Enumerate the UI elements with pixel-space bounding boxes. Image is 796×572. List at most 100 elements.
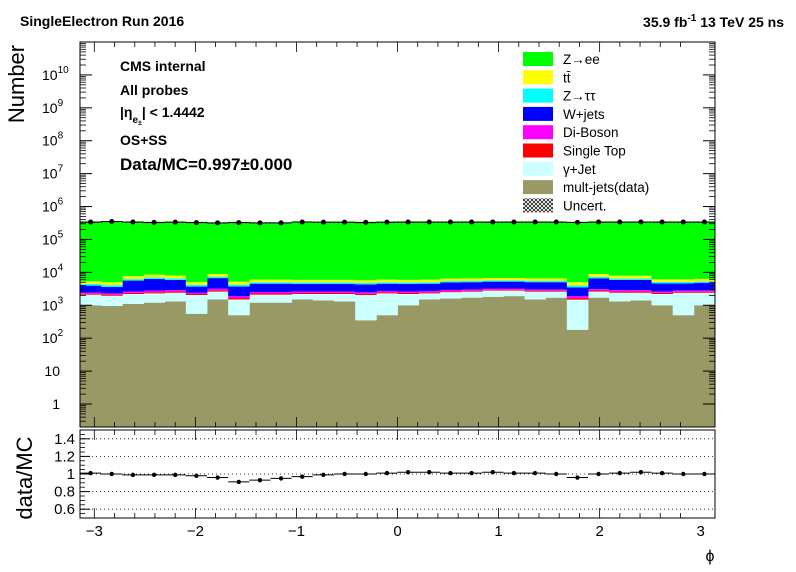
- data-point-28: [680, 219, 686, 225]
- bar-ttbar-27: [651, 279, 674, 282]
- bar-gammajet-8: [249, 294, 271, 303]
- bar-multijet-9: [270, 302, 293, 427]
- y-tick-base: 10: [42, 166, 58, 182]
- data-point-10: [299, 219, 305, 225]
- bar-ttbar-3: [143, 274, 166, 278]
- bar-singletop-17: [439, 291, 462, 293]
- bar-diboson-1: [101, 293, 123, 295]
- ratio-point-20: [511, 470, 517, 476]
- bar-singletop-18: [461, 290, 483, 292]
- ratio-point-12: [342, 471, 347, 477]
- legend-swatch-diboson: [523, 125, 553, 140]
- y-tick-exponent: 7: [58, 164, 64, 175]
- data-point-7: [236, 220, 242, 226]
- ratio-point-0: [88, 470, 93, 476]
- data-point-18: [469, 219, 475, 225]
- bar-ztautau-14: [376, 282, 398, 284]
- bar-ttbar-6: [207, 274, 229, 277]
- bar-zee-7: [228, 222, 250, 282]
- y-tick-label: 10: [44, 363, 60, 379]
- ratio-point-1: [109, 471, 114, 477]
- bar-diboson-5: [185, 292, 208, 294]
- bar-diboson-8: [249, 292, 271, 294]
- ratio-y-axis-title: data/MC: [12, 436, 37, 519]
- legend-label-zee: Z→ee: [563, 52, 600, 67]
- ratio-point-13: [363, 471, 368, 477]
- bar-ztautau-29: [693, 281, 716, 283]
- bar-singletop-12: [334, 292, 356, 294]
- bar-zee-17: [439, 222, 462, 279]
- y-axis-title: Number: [4, 45, 29, 123]
- data-point-24: [596, 219, 602, 225]
- eta-open: |η: [120, 104, 132, 120]
- bar-zee-16: [418, 222, 441, 280]
- bar-singletop-23: [566, 298, 589, 300]
- bar-multijet-13: [355, 320, 377, 427]
- x-tick-label: 1: [494, 523, 502, 540]
- bar-multijet-24: [588, 297, 610, 427]
- bar-ttbar-26: [630, 275, 652, 279]
- eta-close: | < 1.4442: [142, 104, 205, 120]
- bar-wjets-2: [122, 280, 144, 292]
- bar-gammajet-25: [609, 292, 631, 302]
- bar-zee-9: [270, 222, 293, 280]
- bar-ztautau-23: [566, 285, 589, 288]
- bar-wjets-19: [482, 281, 504, 289]
- bar-ttbar-0: [80, 281, 102, 284]
- data-point-27: [659, 219, 665, 225]
- bar-ztautau-18: [461, 280, 483, 283]
- data-point-9: [278, 220, 284, 226]
- bar-wjets-28: [672, 283, 695, 291]
- bar-zee-27: [651, 222, 674, 280]
- bar-ttbar-17: [439, 278, 462, 282]
- y-tick-label: 104: [42, 262, 64, 280]
- ratio-point-27: [659, 470, 665, 476]
- data-point-22: [553, 219, 559, 225]
- bar-ttbar-5: [185, 281, 208, 285]
- bar-ttbar-28: [672, 279, 695, 282]
- y-tick-base: 10: [42, 330, 58, 346]
- y-tick-label: 109: [42, 98, 64, 116]
- bar-singletop-6: [207, 290, 229, 292]
- bar-ttbar-18: [461, 278, 483, 281]
- bar-multijet-4: [164, 301, 187, 427]
- y-tick-label: 102: [42, 328, 64, 346]
- y-tick-exponent: 8: [58, 131, 64, 142]
- y-tick-base: 10: [42, 67, 58, 83]
- bar-gammajet-1: [101, 295, 123, 307]
- y-tick-exponent: 3: [58, 295, 64, 306]
- bar-multijet-27: [651, 305, 674, 427]
- bar-ztautau-8: [249, 282, 271, 284]
- bar-wjets-26: [630, 279, 652, 291]
- bar-multijet-16: [418, 299, 441, 427]
- bar-zee-25: [609, 222, 631, 276]
- bar-gammajet-4: [164, 292, 187, 302]
- bar-wjets-15: [397, 284, 420, 292]
- bar-diboson-24: [588, 289, 610, 291]
- bar-ttbar-4: [164, 275, 187, 279]
- bar-wjets-4: [164, 279, 187, 291]
- data-point-2: [130, 219, 136, 225]
- ratio-point-25: [617, 470, 622, 476]
- bar-multijet-0: [80, 305, 102, 427]
- bar-wjets-8: [249, 283, 271, 293]
- bar-ttbar-9: [270, 279, 293, 283]
- bar-zee-21: [524, 222, 547, 279]
- bar-wjets-14: [376, 283, 398, 291]
- data-point-16: [426, 219, 432, 225]
- y-tick-base: 10: [42, 264, 58, 280]
- bar-ttbar-29: [693, 278, 716, 282]
- bar-zee-24: [588, 222, 610, 275]
- bar-diboson-9: [270, 292, 293, 294]
- energy-label: 13 TeV 25 ns: [696, 14, 784, 30]
- data-point-1: [109, 219, 115, 225]
- bar-diboson-3: [143, 290, 166, 293]
- bar-ztautau-12: [334, 282, 356, 285]
- ratio-points: [80, 470, 715, 485]
- ratio-y-tick-label: 0.8: [54, 484, 75, 501]
- data-point-11: [320, 219, 326, 225]
- bar-multijet-28: [672, 315, 695, 427]
- bar-singletop-11: [312, 292, 335, 294]
- bar-ztautau-2: [122, 279, 144, 281]
